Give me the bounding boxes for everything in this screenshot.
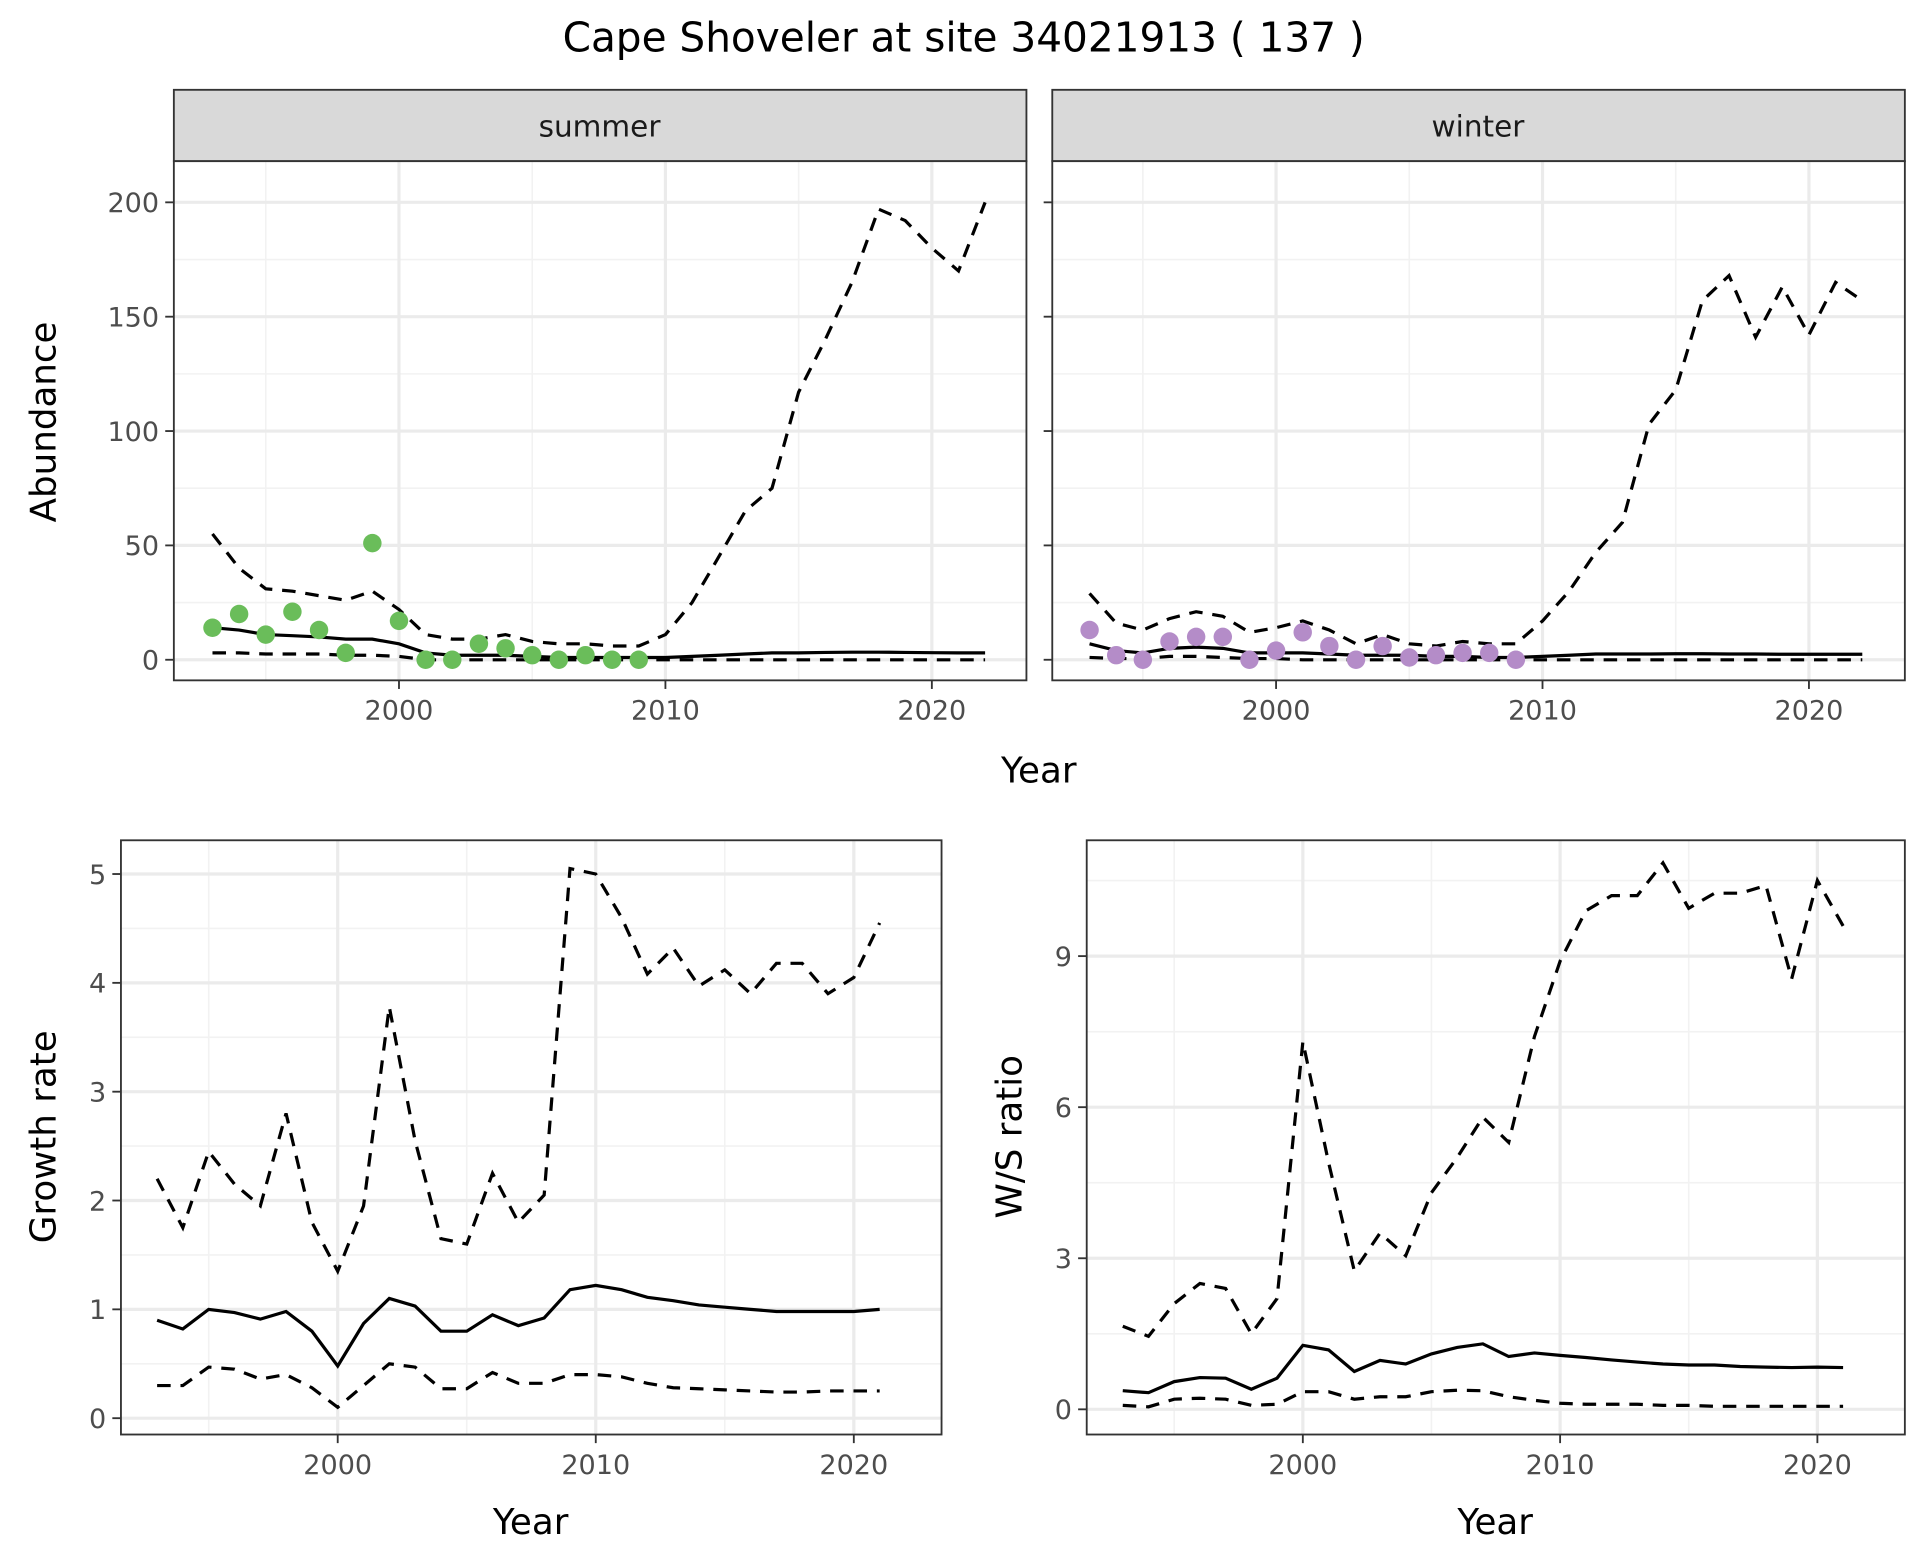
observation-point bbox=[1400, 648, 1419, 667]
observation-point bbox=[1453, 643, 1472, 663]
growth-y-axis-title: Growth rate bbox=[24, 1030, 65, 1243]
observation-point bbox=[256, 625, 275, 644]
growth-x-axis-title: Year bbox=[492, 1502, 569, 1543]
lower-bound-line bbox=[157, 1362, 880, 1410]
strip-summer-bg bbox=[172, 88, 1028, 163]
observation-point bbox=[229, 604, 249, 624]
observation-point bbox=[203, 618, 222, 637]
x-tick-label: 2020 bbox=[1783, 1450, 1852, 1481]
panel-winter: 2000 2010 2020 bbox=[1043, 160, 1906, 727]
observation-point bbox=[629, 650, 649, 669]
chart-title: Cape Shoveler at site 34021913 ( 137 ) bbox=[563, 14, 1365, 62]
plot-background bbox=[1086, 840, 1905, 1435]
y-tick-label: 150 bbox=[107, 303, 159, 334]
lower-bound-line bbox=[1122, 1388, 1844, 1409]
panel-ratio: 2000 2010 2020 0 3 6 9 bbox=[1055, 839, 1906, 1481]
y-tick-label: 5 bbox=[89, 860, 106, 891]
x-tick-label: 2010 bbox=[631, 696, 700, 727]
top-y-axis-title: Abundance bbox=[24, 322, 65, 523]
y-tick-label: 0 bbox=[142, 646, 159, 677]
observation-point bbox=[389, 611, 409, 631]
strip-winter-label: winter bbox=[1431, 110, 1525, 144]
mean-line bbox=[156, 1283, 880, 1369]
plot-background bbox=[120, 840, 942, 1435]
observation-point bbox=[549, 650, 569, 669]
x-tick-label: 2000 bbox=[303, 1450, 372, 1481]
observation-point bbox=[336, 643, 355, 663]
observation-point bbox=[1506, 650, 1526, 669]
y-tick-label: 200 bbox=[107, 188, 159, 219]
observation-point bbox=[283, 602, 302, 621]
observation-point bbox=[1266, 641, 1286, 660]
observation-point bbox=[1186, 627, 1206, 647]
x-tick-label: 2010 bbox=[1526, 1450, 1595, 1481]
strip-summer-label: summer bbox=[539, 110, 662, 144]
strip-winter-bg bbox=[1051, 88, 1906, 163]
upper-bound-line bbox=[1088, 272, 1864, 648]
observation-point bbox=[443, 650, 462, 669]
y-tick-label: 3 bbox=[1055, 1244, 1072, 1275]
y-tick-label: 0 bbox=[89, 1404, 106, 1435]
observation-point bbox=[1133, 650, 1153, 669]
x-tick-label: 2010 bbox=[1508, 696, 1577, 727]
observation-point bbox=[602, 650, 622, 669]
y-tick-label: 6 bbox=[1055, 1093, 1072, 1124]
y-tick-label: 0 bbox=[1055, 1395, 1072, 1426]
x-tick-label: 2020 bbox=[819, 1450, 888, 1481]
observation-point bbox=[1106, 645, 1126, 665]
panel-growth: 2000 2010 2020 0 1 2 3 4 5 bbox=[89, 839, 943, 1481]
observation-point bbox=[1373, 636, 1392, 656]
observation-point bbox=[1320, 636, 1339, 656]
y-tick-label: 50 bbox=[125, 531, 159, 562]
y-tick-label: 3 bbox=[89, 1078, 106, 1109]
observation-point bbox=[469, 634, 489, 653]
mean-line bbox=[1122, 1342, 1844, 1395]
observation-point bbox=[1479, 643, 1499, 663]
observation-point bbox=[1346, 650, 1366, 669]
x-tick-label: 2010 bbox=[561, 1450, 630, 1481]
observation-point bbox=[496, 639, 515, 658]
upper-bound-line bbox=[155, 866, 882, 1276]
panel-border bbox=[1085, 839, 1906, 1436]
y-tick-label: 1 bbox=[89, 1295, 106, 1326]
observation-point bbox=[1426, 645, 1446, 665]
lower-bound-line bbox=[1089, 654, 1863, 662]
upper-bound-line bbox=[211, 201, 987, 648]
y-tick-label: 9 bbox=[1055, 942, 1072, 973]
mean-line bbox=[212, 626, 986, 660]
panel-summer: 2000 2010 2020 0 50 100 150 200 bbox=[107, 160, 1028, 727]
panel-border bbox=[120, 839, 943, 1436]
ratio-x-axis-title: Year bbox=[1456, 1502, 1533, 1543]
observation-point bbox=[1160, 632, 1179, 651]
observation-point bbox=[416, 650, 435, 669]
observation-point bbox=[1080, 620, 1099, 640]
y-tick-label: 2 bbox=[89, 1186, 106, 1217]
ratio-y-axis-title: W/S ratio bbox=[990, 1055, 1031, 1218]
x-tick-label: 2020 bbox=[897, 696, 966, 727]
plot-background bbox=[1052, 161, 1905, 681]
panel-border bbox=[1051, 160, 1906, 682]
observation-point bbox=[576, 645, 595, 665]
observation-point bbox=[522, 645, 542, 665]
y-tick-label: 4 bbox=[89, 969, 106, 1000]
observation-point bbox=[1240, 650, 1259, 669]
x-tick-label: 2000 bbox=[1268, 1450, 1337, 1481]
observation-point bbox=[309, 620, 329, 640]
y-tick-label: 100 bbox=[107, 417, 159, 448]
observation-point bbox=[1293, 623, 1312, 642]
panel-border bbox=[172, 160, 1028, 682]
top-x-axis-title: Year bbox=[1000, 750, 1077, 791]
x-tick-label: 2000 bbox=[1242, 696, 1311, 727]
observation-point bbox=[363, 533, 382, 553]
mean-line bbox=[1089, 642, 1863, 660]
observation-point bbox=[1213, 627, 1233, 647]
x-tick-label: 2020 bbox=[1775, 696, 1844, 727]
x-tick-label: 2000 bbox=[365, 696, 434, 727]
